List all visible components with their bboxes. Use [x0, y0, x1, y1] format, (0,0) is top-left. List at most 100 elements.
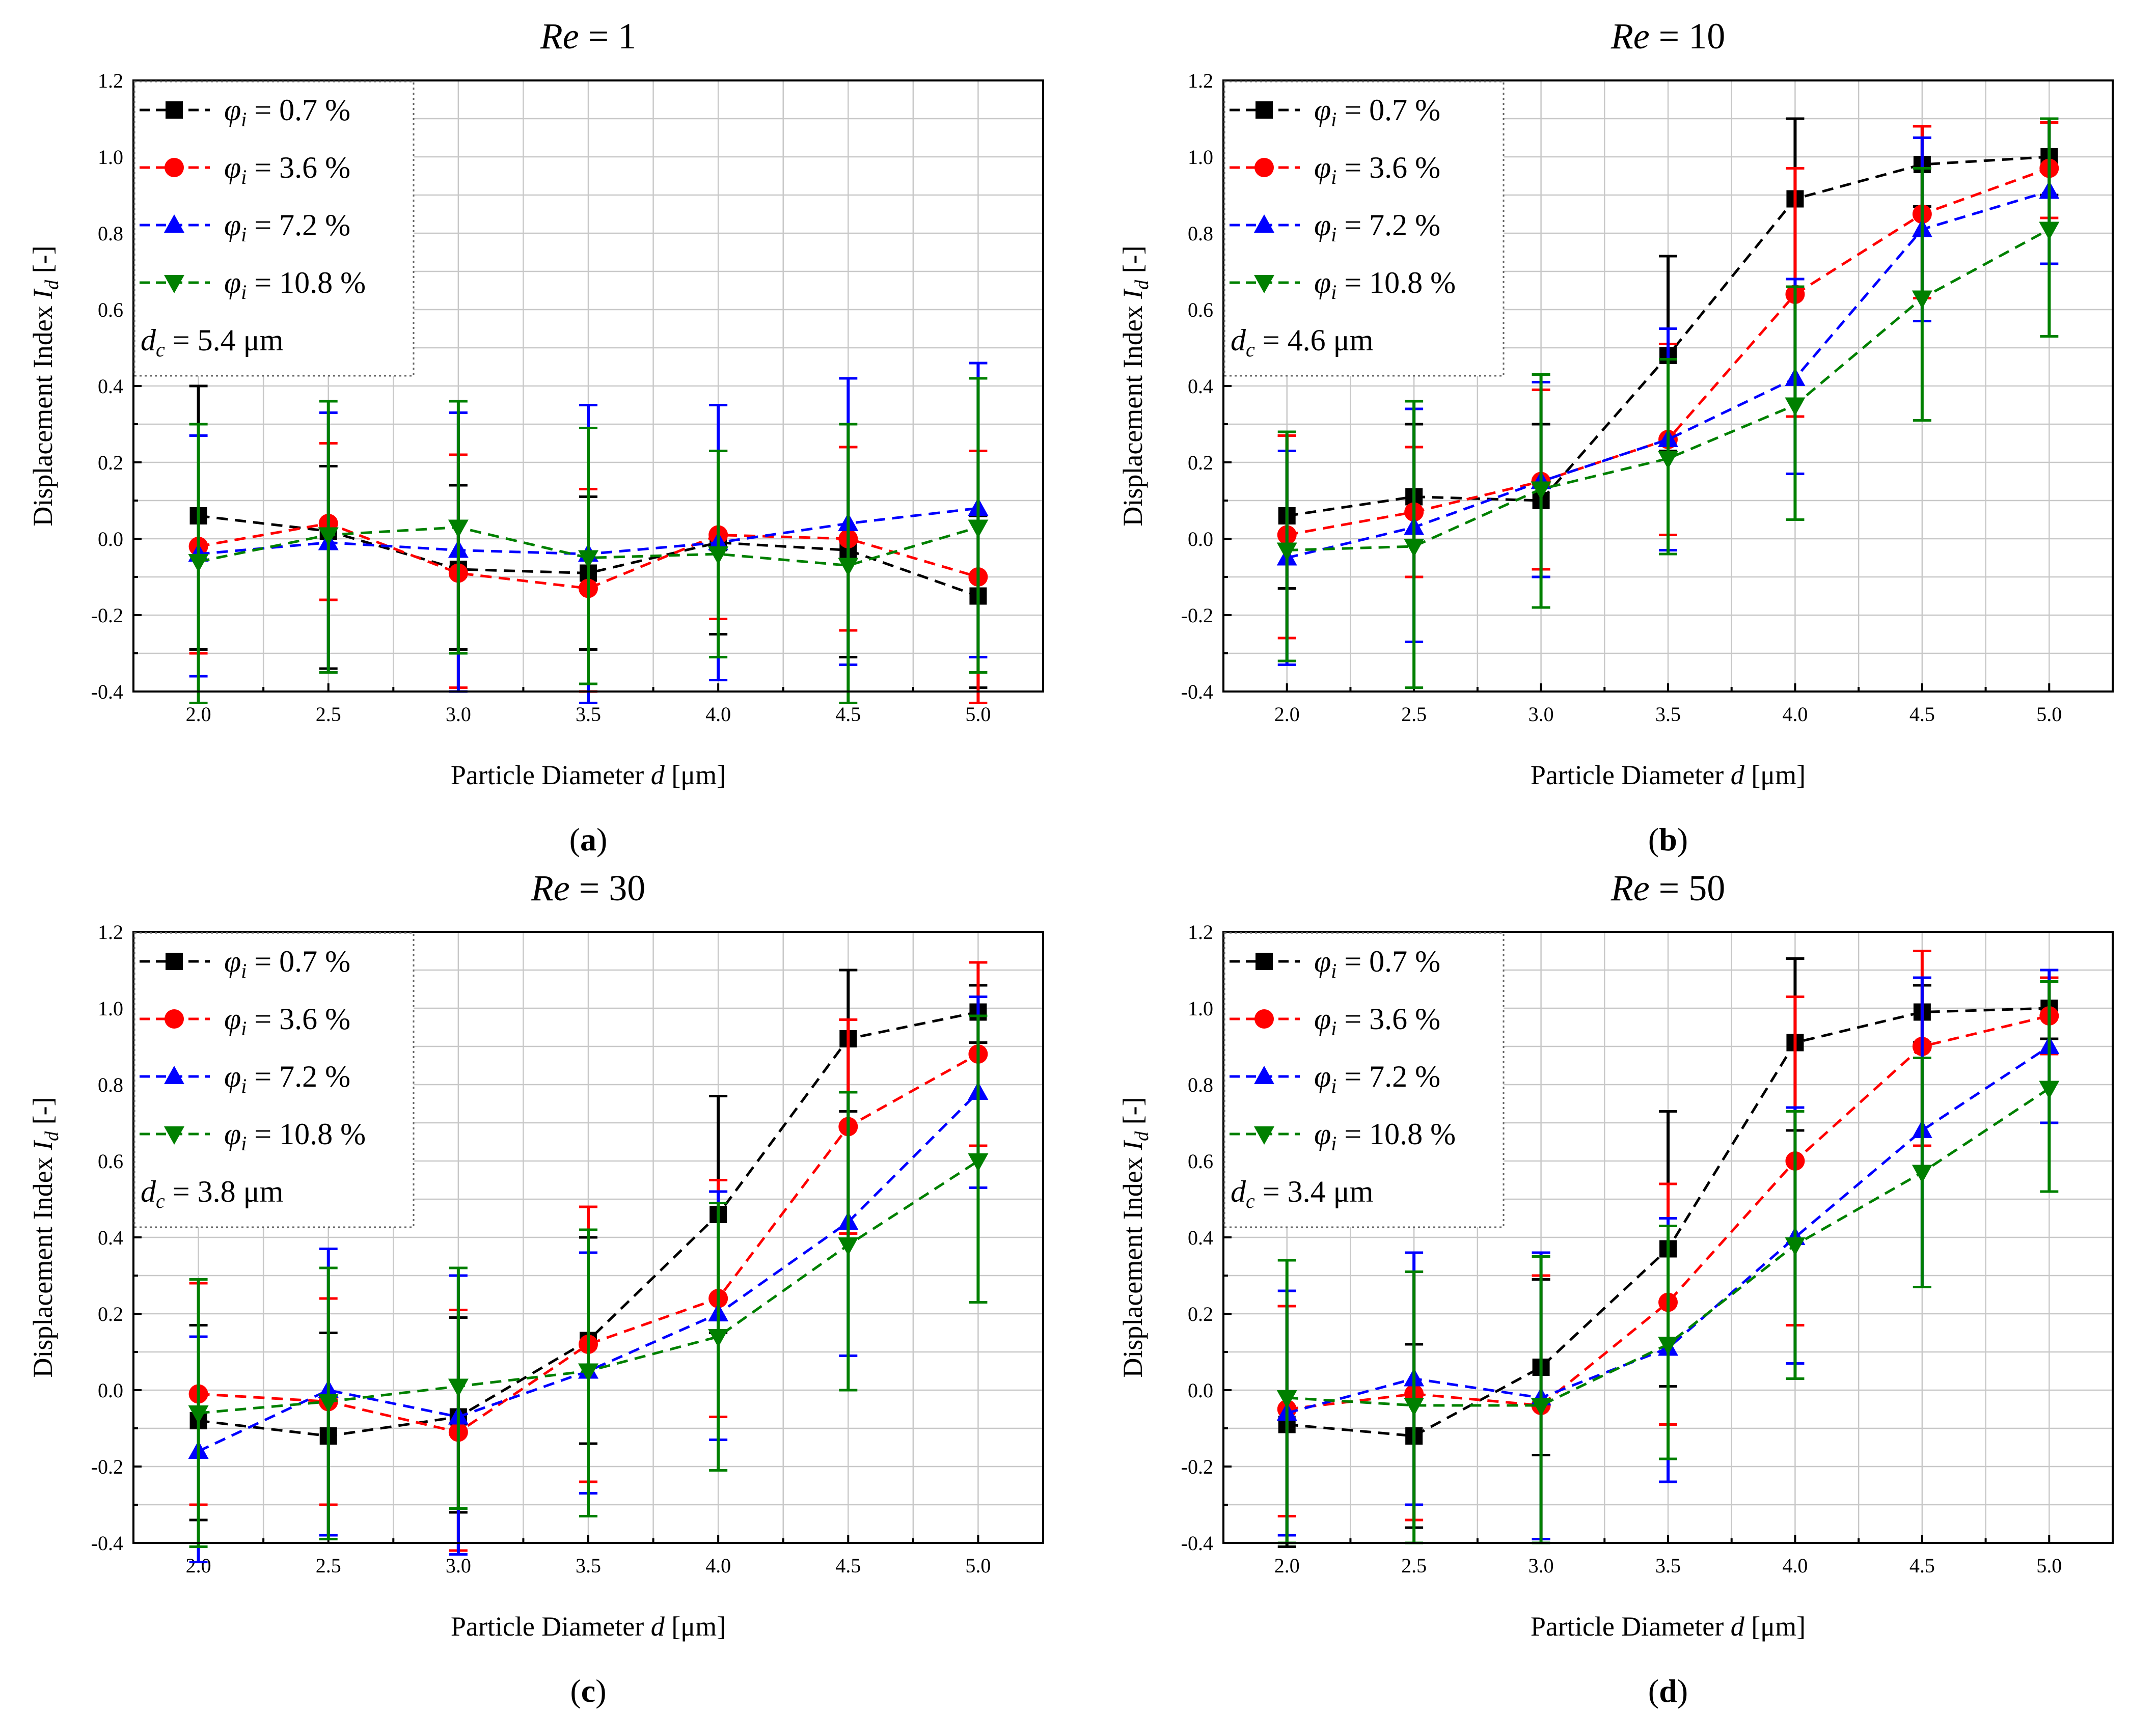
legend-marker [1254, 1066, 1274, 1084]
data-point [1404, 1398, 1425, 1416]
x-tick-label: 3.0 [1529, 1554, 1554, 1577]
data-point [968, 519, 989, 538]
data-point [448, 519, 469, 538]
data-point [188, 1405, 209, 1424]
y-tick-label: 0.8 [98, 222, 123, 245]
legend-marker [1254, 1009, 1274, 1029]
legend-entry: φi = 7.2 % [1314, 1060, 1440, 1097]
data-point [578, 550, 598, 569]
legend-marker [1254, 1126, 1274, 1145]
y-tick-label: 0.4 [1188, 375, 1213, 398]
x-tick-label: 5.0 [965, 703, 991, 726]
legend-entry: φi = 7.2 % [1314, 208, 1440, 246]
legend-marker [1256, 953, 1273, 970]
chart-title: Re = 30 [531, 868, 646, 908]
data-point [2039, 1081, 2060, 1099]
plot-frame [132, 79, 1044, 693]
x-tick-label: 3.5 [576, 703, 601, 726]
data-point [708, 1329, 729, 1347]
y-tick-label: -0.4 [91, 680, 123, 703]
chart-panel-c: 2.0 2.5 3.0 3.5 4.0 4.5 5.0-0.4-0.20.00.20.40.… [28, 868, 1044, 1709]
y-axis-label: Displacement Index Id [-] [28, 245, 63, 526]
legend-marker [165, 1009, 184, 1029]
legend-marker [1254, 275, 1274, 293]
y-tick-label: -0.2 [91, 604, 123, 627]
x-tick-label: 2.5 [316, 703, 341, 726]
y-tick-label: 1.0 [1188, 997, 1213, 1020]
data-point [318, 1394, 339, 1413]
chart-title: Re = 50 [1611, 868, 1726, 908]
x-tick-label: 3.5 [1655, 703, 1681, 726]
chart-title: Re = 1 [540, 16, 637, 57]
data-point [2039, 222, 2060, 240]
legend-marker [1256, 101, 1273, 119]
y-tick-label: 0.0 [98, 1379, 123, 1402]
legend-marker [1254, 158, 1274, 177]
data-point [838, 1237, 859, 1256]
data-point [448, 1378, 469, 1397]
legend-box [1223, 932, 1505, 1228]
x-tick-label: 3.0 [1529, 703, 1554, 726]
legend-entry: φi = 10.8 % [1314, 266, 1456, 303]
legend-entry: φi = 10.8 % [1314, 1117, 1456, 1155]
legend-entry: φi = 0.7 % [224, 93, 350, 131]
y-tick-label: 0.8 [1188, 1073, 1213, 1096]
y-tick-label: 0.6 [98, 298, 123, 321]
chart-title: Re = 10 [1611, 16, 1726, 57]
x-tick-label: 4.0 [1782, 1554, 1808, 1577]
x-tick-label: 3.5 [1655, 1554, 1681, 1577]
x-tick-label: 4.5 [1909, 1554, 1935, 1577]
y-tick-label: 1.0 [98, 146, 123, 169]
legend-entry: φi = 7.2 % [224, 208, 350, 246]
x-axis-label: Particle Diameter d [μm] [1531, 1611, 1806, 1642]
y-tick-label: 0.8 [98, 1073, 123, 1096]
x-axis-label: Particle Diameter d [μm] [451, 760, 726, 790]
y-tick-label: 0.2 [98, 1303, 123, 1325]
legend-marker [164, 1066, 184, 1084]
x-tick-label: 4.0 [705, 703, 731, 726]
x-tick-label: 4.0 [705, 1554, 731, 1577]
data-point [1658, 451, 1678, 469]
data-point [1531, 1398, 1551, 1416]
y-tick-label: 0.4 [1188, 1226, 1213, 1249]
x-tick-label: 5.0 [965, 1554, 991, 1577]
x-tick-label: 2.5 [1401, 1554, 1427, 1577]
legend-entry: φi = 3.6 % [1314, 151, 1440, 188]
data-point [1404, 539, 1425, 557]
panel-label: (a) [569, 821, 608, 858]
series-3 [188, 377, 989, 704]
data-point [1912, 1165, 1932, 1183]
x-tick-label: 3.5 [576, 1554, 601, 1577]
legend-entry: φi = 10.8 % [224, 266, 366, 303]
data-point [578, 1363, 598, 1382]
chart-panel-b: 2.0 2.5 3.0 3.5 4.0 4.5 5.0 -0.4 -0.2 0.0 0.2 0.4 0.… [1117, 16, 2114, 858]
x-tick-label: 2.5 [316, 1554, 341, 1577]
y-tick-label: -0.2 [91, 1455, 123, 1478]
legend-marker [1254, 214, 1274, 233]
legend-entry: φi = 0.7 % [1314, 93, 1440, 131]
data-point [1785, 397, 1806, 416]
data-point [1276, 1390, 1297, 1408]
y-tick-label: 0.2 [1188, 1303, 1213, 1325]
legend: φi = 0.7 % φi = 3.6 % φi = 7.2 % φi = 10.8 … [133, 932, 415, 1228]
y-tick-label: 0.4 [98, 375, 123, 398]
x-tick-label: 2.0 [186, 703, 211, 726]
legend-marker [166, 101, 183, 119]
panel-label: (d) [1648, 1673, 1688, 1709]
x-axis-label: Particle Diameter d [μm] [451, 1611, 726, 1642]
y-tick-label: 0.0 [1188, 528, 1213, 550]
y-tick-label: -0.4 [91, 1532, 123, 1555]
plot-frame [1222, 931, 2114, 1544]
y-tick-label: 1.0 [98, 997, 123, 1020]
series-3 [1276, 117, 2060, 689]
x-tick-label: 5.0 [2036, 1554, 2062, 1577]
x-tick-label: 4.5 [835, 703, 861, 726]
y-axis-label: Displacement Index Id [-] [1117, 1097, 1153, 1377]
x-axis-label: Particle Diameter d [μm] [1531, 760, 1806, 790]
y-tick-label: 0.6 [1188, 298, 1213, 321]
y-tick-label: -0.4 [1181, 680, 1213, 703]
legend-marker [164, 214, 184, 233]
y-tick-label: 0.0 [98, 528, 123, 550]
data-point [838, 558, 859, 576]
legend-entry: φi = 3.6 % [224, 151, 350, 188]
